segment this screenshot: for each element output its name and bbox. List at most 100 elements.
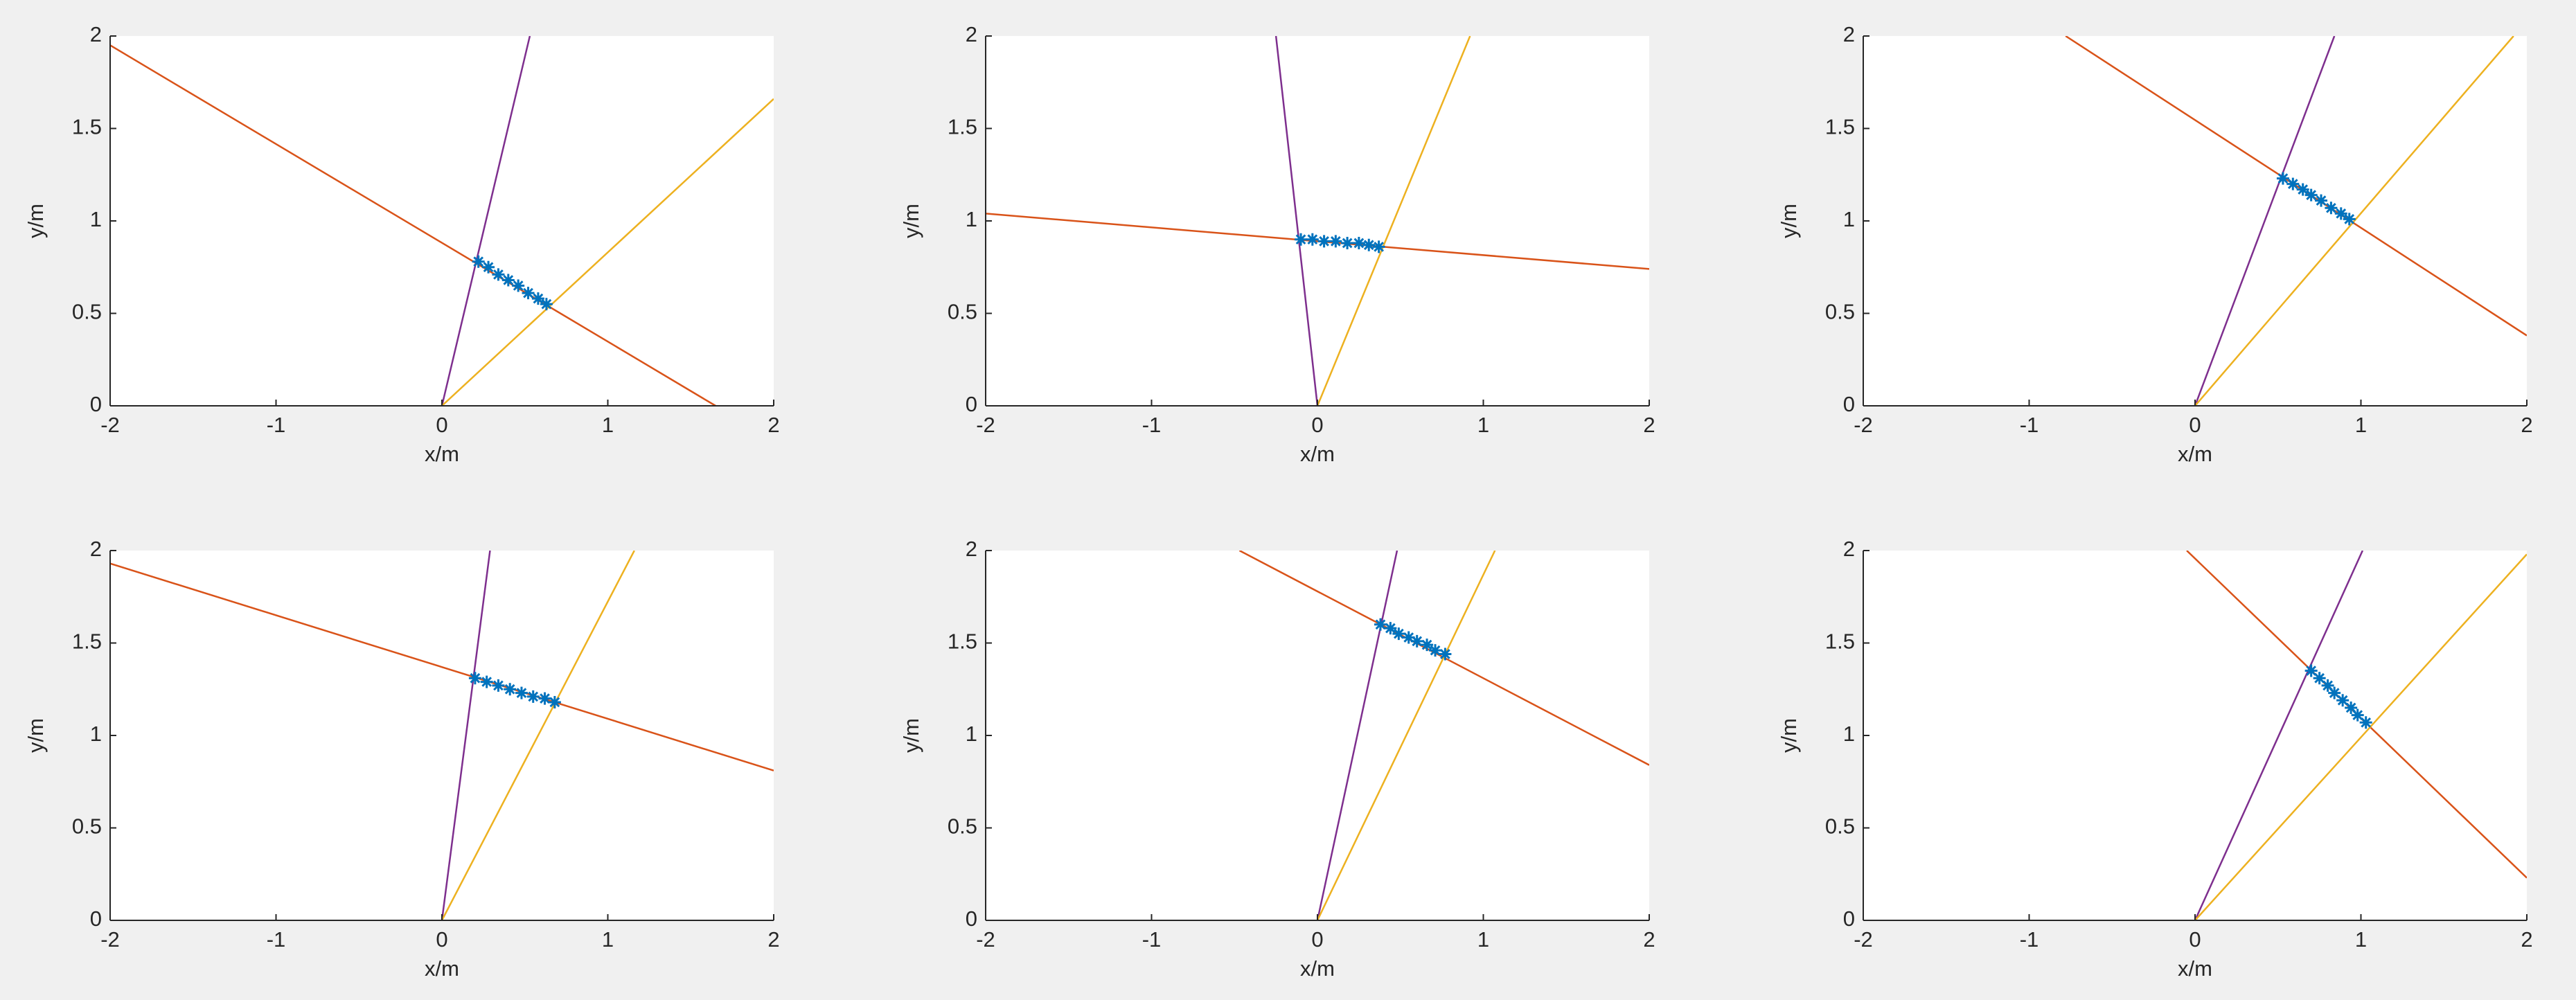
data-point [480, 675, 493, 688]
x-tick-label: -2 [100, 413, 120, 437]
data-point [482, 260, 495, 274]
subplot: -2 -1 0 1 2 0 0.5 1 1.5 2 x/m y/m [1777, 22, 2532, 466]
data-point [1421, 639, 1434, 652]
line-series [986, 213, 1649, 270]
y-tick-label: 0 [1843, 392, 1855, 416]
x-tick-label: 1 [1477, 413, 1489, 437]
x-tick-label: 0 [2189, 413, 2201, 437]
y-tick-label: 0.5 [72, 300, 102, 324]
y-tick-label: 1 [966, 722, 977, 746]
y-tick-label: 1.5 [72, 115, 102, 139]
plot-area [2186, 551, 2527, 920]
x-axis-label: x/m [1300, 442, 1335, 466]
data-point [2315, 194, 2328, 207]
y-tick-label: 1 [90, 722, 102, 746]
y-tick-label: 0 [90, 392, 102, 416]
y-tick-label: 1.5 [1825, 115, 1855, 139]
plot-area [1238, 551, 1649, 920]
line-series [2194, 36, 2514, 406]
plot-area [2065, 36, 2527, 406]
line-series [2194, 553, 2527, 920]
y-tick-label: 1 [1843, 722, 1855, 746]
data-point [2286, 177, 2300, 190]
axes-background [110, 36, 774, 406]
subplot: -2 -1 0 1 2 0 0.5 1 1.5 2 x/m y/m [899, 537, 1655, 981]
data-point [2359, 716, 2372, 729]
x-axis-label: x/m [1300, 956, 1335, 981]
y-tick-label: 1.5 [948, 630, 977, 654]
x-tick-label: -1 [2020, 413, 2039, 437]
data-point [1306, 233, 1319, 246]
subplot: -2 -1 0 1 2 0 0.5 1 1.5 2 x/m y/m [24, 22, 779, 466]
x-tick-label: 0 [436, 927, 447, 952]
y-axis-label: y/m [899, 718, 923, 753]
y-tick-label: 1.5 [948, 115, 977, 139]
data-point [2334, 207, 2347, 220]
x-tick-label: -2 [976, 927, 995, 952]
x-tick-label: 2 [2521, 927, 2532, 952]
data-point [2276, 172, 2289, 185]
x-tick-label: -1 [1142, 927, 1162, 952]
data-point [504, 683, 517, 696]
data-point [1392, 627, 1405, 641]
x-tick-label: 0 [436, 413, 447, 437]
data-point [531, 292, 544, 305]
line-series [2194, 36, 2336, 406]
line-series [110, 562, 774, 771]
data-point [2321, 679, 2334, 692]
x-tick-label: -2 [1854, 413, 1873, 437]
plot-area [986, 36, 1649, 406]
y-tick-label: 0.5 [1825, 300, 1855, 324]
data-point [1295, 233, 1308, 246]
y-tick-label: 0.5 [948, 300, 977, 324]
subplot: -2 -1 0 1 2 0 0.5 1 1.5 2 x/m y/m [899, 22, 1655, 466]
data-point [468, 672, 481, 685]
line-series [110, 44, 716, 406]
y-tick-label: 2 [90, 22, 102, 46]
y-tick-label: 1.5 [1825, 630, 1855, 654]
data-point [2345, 701, 2358, 714]
y-tick-label: 2 [1843, 537, 1855, 561]
data-point [1362, 238, 1376, 251]
data-point [540, 298, 553, 311]
y-tick-label: 0.5 [948, 814, 977, 839]
plot-area [110, 36, 774, 406]
x-tick-label: -2 [976, 413, 995, 437]
axes-background [1863, 551, 2527, 920]
axes-background [986, 551, 1649, 920]
data-point [515, 686, 528, 699]
plot-area [110, 551, 774, 920]
data-point [2328, 686, 2341, 699]
line-series [441, 98, 774, 406]
y-tick-label: 2 [966, 537, 977, 561]
y-tick-label: 0 [966, 392, 977, 416]
y-axis-label: y/m [899, 204, 923, 238]
y-tick-label: 0.5 [1825, 814, 1855, 839]
x-tick-label: 1 [602, 927, 614, 952]
x-tick-label: 0 [1311, 927, 1323, 952]
y-tick-label: 0 [1843, 907, 1855, 931]
x-tick-label: 1 [1477, 927, 1489, 952]
data-point [492, 679, 505, 692]
y-tick-label: 0.5 [72, 814, 102, 839]
subplot: -2 -1 0 1 2 0 0.5 1 1.5 2 x/m y/m [24, 537, 779, 981]
axes-background [110, 551, 774, 920]
x-tick-label: 2 [2521, 413, 2532, 437]
y-tick-label: 1 [1843, 207, 1855, 231]
data-point [1317, 235, 1331, 248]
y-axis-label: y/m [1777, 718, 1801, 753]
data-point [2343, 213, 2356, 226]
data-point [538, 692, 551, 705]
x-axis-label: x/m [425, 956, 459, 981]
x-tick-label: -1 [1142, 413, 1162, 437]
data-point [1341, 237, 1354, 250]
data-point [1410, 634, 1423, 648]
x-tick-label: 1 [2355, 413, 2367, 437]
y-tick-label: 2 [90, 537, 102, 561]
x-tick-label: -2 [100, 927, 120, 952]
data-point [2336, 694, 2350, 707]
data-point [501, 274, 515, 287]
y-tick-label: 1.5 [72, 630, 102, 654]
line-series [441, 551, 635, 920]
